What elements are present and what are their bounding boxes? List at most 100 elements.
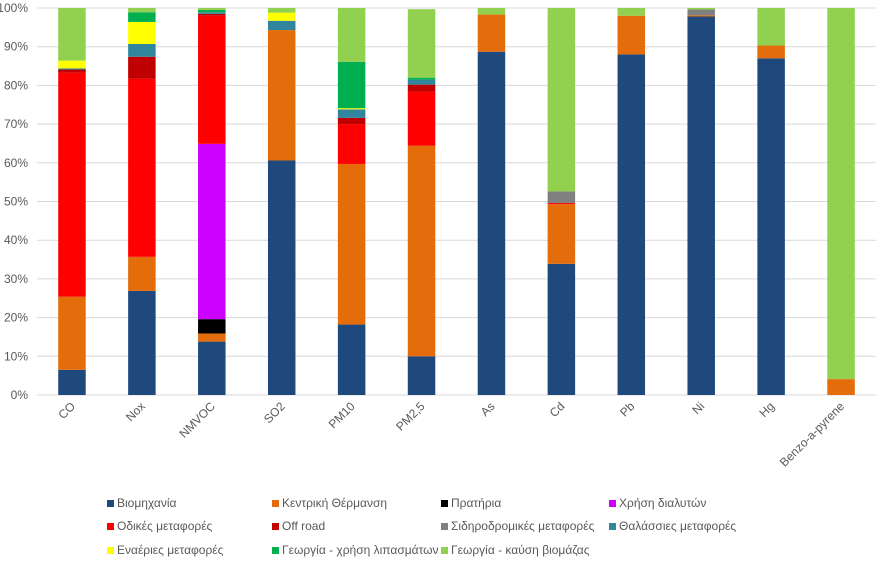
legend-swatch [441, 499, 448, 507]
legend-item: Γεωργία - καύση βιομάζας [441, 543, 590, 557]
y-axis-tick-labels: 0% 10% 20% 30% 40% 50% 60% 70% 80% 90% 100% [0, 1, 28, 402]
bar-segment [407, 145, 436, 357]
legend-item: Θαλάσσιες μεταφορές [609, 519, 736, 533]
bar-segment [547, 203, 576, 205]
bar-segment [407, 79, 436, 85]
bar-segment [337, 117, 366, 125]
bar-segment [198, 8, 226, 10]
y-tick-label: 80% [4, 78, 28, 92]
legend-label: Πρατήρια [451, 496, 502, 510]
bar-segment [198, 13, 226, 16]
bar-segment [128, 78, 156, 257]
bar-segment [198, 12, 226, 14]
bar-segment [407, 356, 436, 395]
legend-item: Οδικές μεταφορές [107, 519, 212, 533]
bar-segment [687, 16, 715, 395]
x-axis-category-labels: CO Nox NMVOC SO2 PM10 PM2,5 As Cd Pb Ni Hg Benzo-a-… [55, 399, 847, 470]
bar-segment [687, 9, 715, 16]
bar-segment [337, 61, 366, 109]
bar-segment [128, 21, 156, 44]
bar-segment [128, 12, 156, 22]
legend: Βιομηχανία Κεντρική Θέρμανση Πρατήρια Χρήση… [0, 492, 893, 572]
bar-segment [687, 15, 715, 17]
bar-segment [58, 369, 86, 395]
bar-segment [128, 43, 156, 57]
bar-segment [757, 58, 785, 396]
legend-swatch [441, 522, 448, 530]
bar-stack [617, 8, 646, 395]
y-tick-label: 40% [4, 233, 28, 247]
legend-item: Γεωργία - χρήση λιπασμάτων [272, 543, 439, 557]
legend-label: Οδικές μεταφορές [117, 519, 213, 533]
bar-stack [827, 8, 855, 395]
legend-swatch [272, 546, 279, 554]
legend-swatch [107, 522, 114, 530]
bar-segment [58, 68, 86, 70]
bar-segment [407, 84, 436, 92]
legend-swatch [272, 522, 279, 530]
legend-label: Κεντρική Θέρμανση [282, 496, 388, 510]
y-tick-label: 30% [4, 272, 28, 286]
bars [58, 8, 855, 396]
x-category-label: As [478, 399, 498, 419]
y-tick-label: 10% [4, 349, 28, 363]
legend-swatch [441, 546, 448, 554]
y-tick-label: 60% [4, 156, 28, 170]
bar-segment [477, 8, 506, 15]
bar-segment [757, 45, 785, 59]
bar-segment [267, 20, 296, 31]
y-tick-label: 70% [4, 117, 28, 131]
legend-label: Βιομηχανία [117, 496, 177, 510]
bar-segment [198, 143, 226, 320]
x-category-label: Nox [123, 399, 148, 424]
bar-stack [687, 8, 715, 395]
y-tick-label: 90% [4, 40, 28, 54]
bar-segment [128, 8, 156, 13]
bar-segment [547, 8, 576, 192]
bar-segment [267, 160, 296, 395]
x-category-label: PM10 [326, 399, 358, 431]
bar-segment [337, 124, 366, 164]
legend-item: Χρήση διαλυτών [609, 496, 706, 510]
bar-segment [827, 379, 855, 395]
bar-segment [477, 51, 506, 396]
legend-item: Πρατήρια [441, 496, 501, 510]
bar-segment [267, 12, 296, 21]
y-tick-label: 0% [11, 388, 29, 402]
legend-item: Εναέριες μεταφορές [107, 543, 223, 557]
bar-segment [617, 15, 646, 55]
x-category-label: Hg [756, 399, 777, 420]
bar-segment [267, 30, 296, 161]
bar-segment [198, 333, 226, 342]
bar-segment [58, 60, 86, 69]
x-category-label: PM2,5 [393, 399, 428, 434]
legend-swatch [609, 522, 616, 530]
legend-label: Off road [282, 519, 326, 533]
gridlines [37, 7, 876, 396]
y-tick-label: 20% [4, 311, 28, 325]
bar-segment [58, 8, 86, 61]
bar-segment [337, 163, 366, 325]
bar-stack [58, 8, 86, 395]
legend-item: Κεντρική Θέρμανση [272, 496, 387, 510]
bar-segment [337, 108, 366, 110]
x-category-label: NMVOC [176, 399, 218, 441]
bar-segment [617, 54, 646, 395]
x-category-label: CO [55, 399, 78, 422]
bar-stack [267, 8, 296, 395]
legend-swatch [272, 499, 279, 507]
x-category-label: Pb [617, 399, 638, 420]
bar-stack [198, 8, 226, 395]
bar-segment [128, 56, 156, 79]
bar-segment [547, 191, 576, 204]
bar-segment [407, 77, 436, 80]
bar-segment [128, 290, 156, 395]
legend-label: Σιδηροδρομικές μεταφορές [451, 519, 595, 533]
legend-label: Γεωργία - χρήση λιπασμάτων [282, 543, 439, 557]
bar-segment [477, 14, 506, 52]
bar-segment [547, 204, 576, 264]
bar-segment [827, 8, 855, 380]
legend-label: Χρήση διαλυτών [619, 496, 707, 510]
bar-segment [757, 8, 785, 46]
bar-segment [58, 72, 86, 297]
